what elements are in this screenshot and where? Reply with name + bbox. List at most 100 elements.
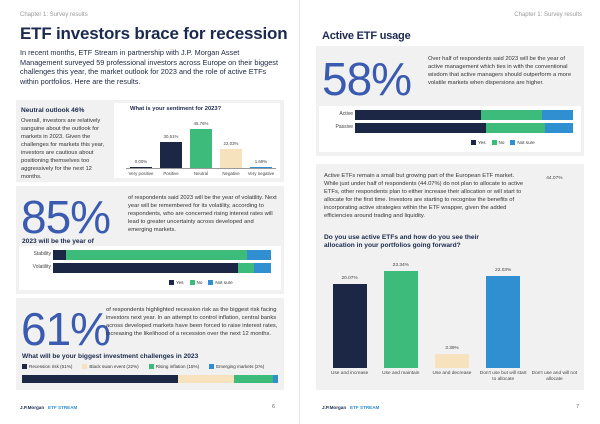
data-label: 1.69% bbox=[254, 158, 268, 164]
stack-segment bbox=[234, 375, 273, 383]
category-label: Very positive bbox=[128, 171, 154, 176]
neutral-text: Overall, investors are relatively sangui… bbox=[21, 118, 105, 180]
jpmorgan-logo: J.P.Morgan ETF STREAM bbox=[20, 405, 78, 410]
active-usage-panel: 58% Over half of respondents said 2023 w… bbox=[316, 46, 584, 156]
stack-segment bbox=[355, 123, 486, 133]
chart-bar bbox=[160, 141, 182, 168]
allocation-body: Active ETFs remain a small but growing p… bbox=[324, 173, 524, 219]
stack-segment bbox=[66, 250, 248, 260]
category-label: Use and decrease bbox=[432, 371, 472, 376]
stack-segment bbox=[22, 375, 179, 383]
stack-segment bbox=[272, 375, 278, 383]
volatility-chart-title: 2023 will be the year of bbox=[22, 238, 94, 245]
data-label: 23.34% bbox=[392, 262, 409, 268]
risk-chart: Recession risk (61%) Black swan event (22… bbox=[22, 362, 278, 386]
risk-chart-title: What will be your biggest investment cha… bbox=[22, 353, 199, 360]
risk-text: of respondents highlighted recession ris… bbox=[106, 307, 278, 337]
chart-legend: Yes No Not sure bbox=[169, 280, 233, 286]
data-label: 22.03% bbox=[495, 268, 512, 274]
data-label: 44.07% bbox=[546, 176, 563, 181]
sentiment-chart-card: What is your sentiment for 2023? 0.00% Ve… bbox=[114, 103, 280, 178]
allocation-chart-title: Do you use active ETFs and how do you se… bbox=[324, 234, 479, 249]
legend-swatch bbox=[148, 364, 154, 370]
risk-panel: 61% of respondents highlighted recession… bbox=[16, 298, 284, 390]
stack-segment bbox=[53, 263, 239, 273]
chart-legend: Yes No Not sure bbox=[471, 140, 535, 146]
chapter-breadcrumb: Chapter 1: Survey results bbox=[514, 12, 582, 18]
page-title: ETF investors brace for recession bbox=[20, 24, 288, 43]
legend-swatch bbox=[510, 140, 516, 146]
data-label: 22.03% bbox=[223, 141, 239, 147]
chart-bar bbox=[332, 284, 367, 368]
data-label: 45.76% bbox=[193, 120, 209, 126]
volatility-text: of respondents said 2023 will be the yea… bbox=[128, 195, 277, 233]
chart-bar bbox=[190, 128, 212, 168]
legend-item: Not sure bbox=[208, 280, 233, 286]
legend-item: Yes bbox=[471, 140, 486, 146]
legend-swatch bbox=[169, 280, 174, 286]
category-label: Don't use but will start to allocate bbox=[479, 371, 527, 382]
legend-item: Yes bbox=[169, 280, 184, 286]
volatility-chart: Stability Volatility Yes No Not sure bbox=[19, 246, 281, 290]
legend-swatch bbox=[471, 140, 476, 146]
stack-segment bbox=[178, 375, 235, 383]
sentiment-chart: 0.00% Very positive 30.51% Positive 45.76% Ne… bbox=[126, 115, 276, 178]
risk-percent: 61% bbox=[21, 303, 111, 355]
chart-bar bbox=[435, 353, 469, 368]
legend-item: No bbox=[189, 280, 202, 286]
stack-segment bbox=[247, 250, 271, 260]
category-label: Neutral bbox=[193, 171, 209, 176]
chart-legend: Recession risk (61%) Black swan event (22… bbox=[22, 364, 264, 370]
x-axis-line bbox=[126, 168, 276, 169]
stack-segment bbox=[542, 110, 573, 120]
chart-bar bbox=[537, 184, 571, 368]
row-label: Stability bbox=[33, 251, 51, 257]
category-label: Positive bbox=[163, 171, 179, 176]
legend-item: Not sure bbox=[510, 140, 535, 146]
right-page: Chapter 1: Survey results Active ETF usa… bbox=[300, 0, 600, 424]
active-percent: 58% bbox=[322, 53, 412, 105]
jpmorgan-logo: J.P.Morgan ETF STREAM bbox=[322, 405, 380, 410]
section-title: Active ETF usage bbox=[322, 30, 411, 42]
legend-item: Emerging markets (2%) bbox=[209, 364, 264, 370]
category-label: Very negative bbox=[247, 171, 275, 176]
volatility-percent: 85% bbox=[21, 191, 111, 243]
category-label: Don't use and will not allocate bbox=[531, 371, 578, 382]
category-label: Negative bbox=[222, 171, 240, 176]
stack-segment bbox=[53, 250, 67, 260]
category-label: Use and increase bbox=[330, 371, 369, 376]
sentiment-chart-title: What is your sentiment for 2023? bbox=[130, 106, 222, 112]
data-label: 0.00% bbox=[134, 159, 148, 164]
legend-swatch bbox=[189, 280, 195, 286]
legend-swatch bbox=[208, 280, 214, 286]
row-label: Passive bbox=[335, 124, 353, 130]
legend-item: No bbox=[491, 140, 504, 146]
data-label: 3.39% bbox=[445, 345, 459, 351]
neutral-heading: Neutral outlook 46% bbox=[21, 107, 85, 114]
chart-bar bbox=[130, 167, 152, 168]
stack-segment bbox=[485, 123, 545, 133]
allocation-panel: Active ETFs remain a small but growing p… bbox=[316, 164, 584, 390]
volatility-panel: 85% of respondents said 2023 will be the… bbox=[16, 186, 284, 294]
legend-swatch bbox=[82, 364, 88, 370]
intro-text: In recent months, ETF Stream in partners… bbox=[20, 48, 278, 86]
stack-segment bbox=[238, 263, 254, 273]
stack-segment bbox=[355, 110, 482, 120]
chart-bar bbox=[383, 270, 418, 368]
stack-segment bbox=[544, 123, 573, 133]
data-label: 20.07% bbox=[341, 276, 358, 282]
neutral-outlook-panel: Neutral outlook 46% Overall, investors a… bbox=[16, 100, 284, 182]
chart-bar bbox=[250, 166, 272, 168]
stack-segment bbox=[253, 263, 271, 273]
left-page: Chapter 1: Survey results ETF investors … bbox=[16, 12, 288, 410]
page-divider bbox=[299, 0, 300, 424]
legend-item: Recession risk (61%) bbox=[22, 364, 72, 370]
row-label: Volatility bbox=[32, 264, 51, 270]
chart-bar bbox=[486, 276, 521, 368]
chart-bar bbox=[220, 149, 242, 168]
row-label: Active bbox=[339, 111, 353, 117]
chapter-breadcrumb: Chapter 1: Survey results bbox=[20, 12, 88, 18]
allocation-chart: 20.07% Use and increase 23.34% Use and main… bbox=[320, 170, 580, 388]
legend-swatch bbox=[491, 140, 497, 146]
stack-segment bbox=[481, 110, 543, 120]
